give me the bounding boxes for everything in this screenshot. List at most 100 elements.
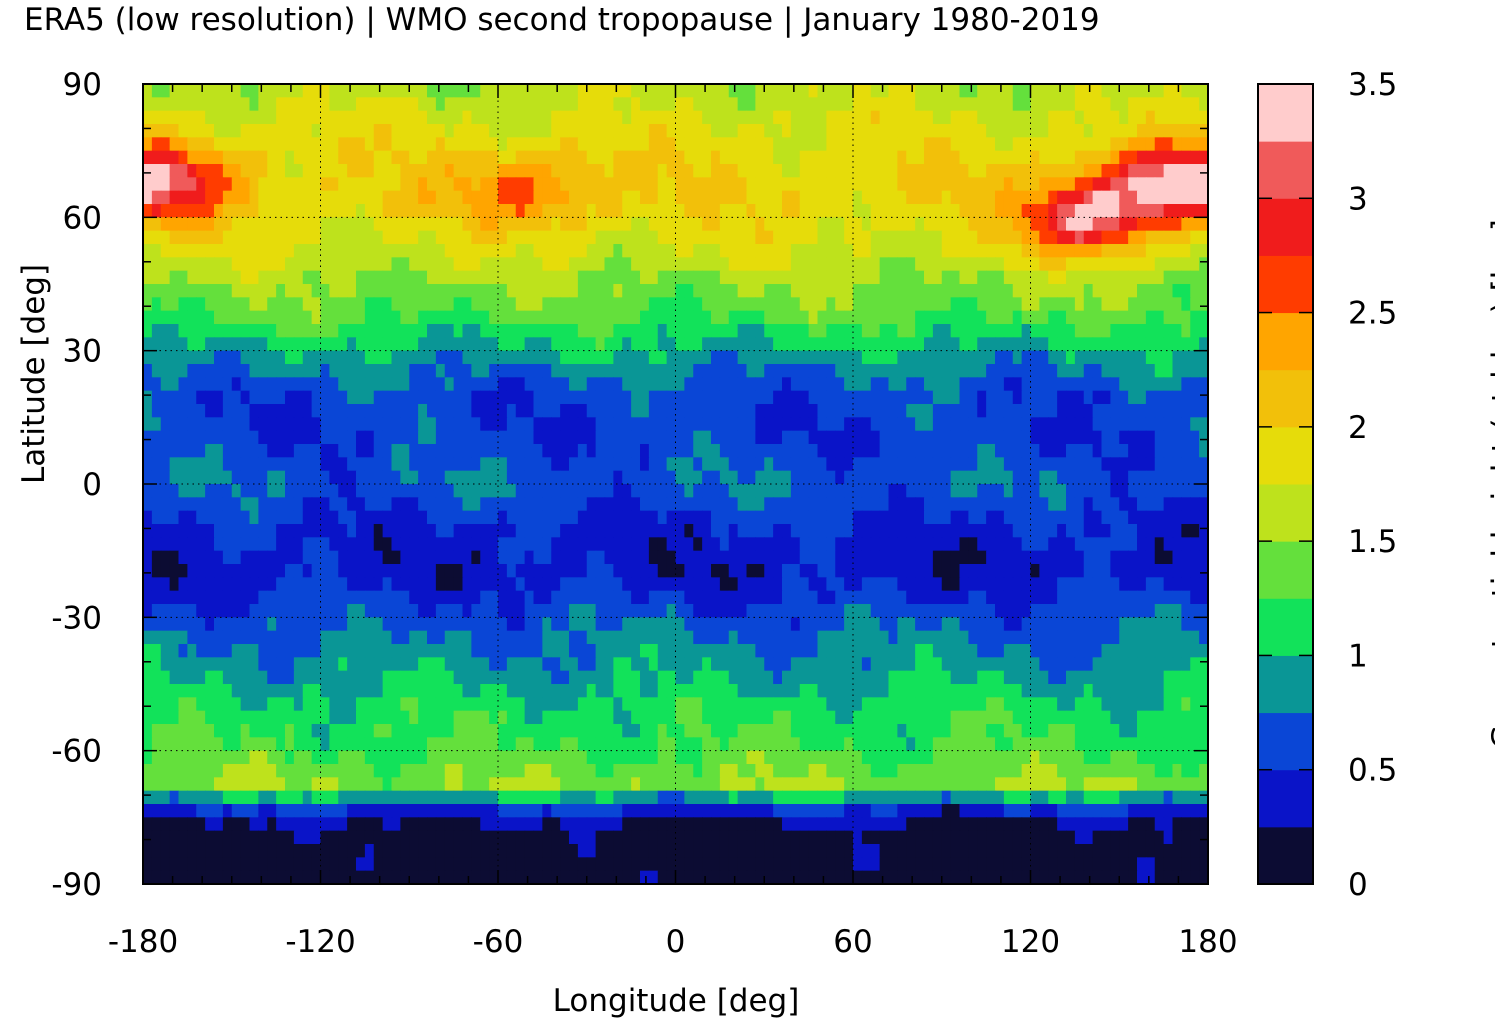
heatmap-cell xyxy=(560,484,570,498)
heatmap-cell xyxy=(196,484,206,498)
heatmap-cell xyxy=(844,537,854,552)
heatmap-cell xyxy=(755,324,765,338)
heatmap-cell xyxy=(364,364,375,378)
heatmap-cell xyxy=(764,257,774,272)
heatmap-cell xyxy=(364,630,375,645)
heatmap-cell xyxy=(1145,550,1156,565)
heatmap-cell xyxy=(1083,190,1094,205)
heatmap-cell xyxy=(684,124,694,138)
heatmap-cell xyxy=(799,630,810,645)
heatmap-cell xyxy=(506,217,517,232)
heatmap-cell xyxy=(817,217,827,232)
heatmap-cell xyxy=(959,337,969,352)
heatmap-cell xyxy=(373,110,384,125)
heatmap-cell xyxy=(595,230,606,245)
heatmap-cell xyxy=(586,364,597,378)
heatmap-cell xyxy=(977,550,987,565)
heatmap-cell xyxy=(782,510,792,525)
heatmap-cell xyxy=(728,417,739,432)
heatmap-cell xyxy=(1119,497,1129,512)
heatmap-cell xyxy=(1199,310,1209,325)
heatmap-cell xyxy=(382,510,393,525)
heatmap-cell xyxy=(205,310,215,325)
heatmap-cell xyxy=(844,84,854,98)
heatmap-cell xyxy=(382,164,393,178)
heatmap-cell xyxy=(648,337,659,352)
heatmap-cell xyxy=(737,310,748,325)
heatmap-cell xyxy=(977,457,987,472)
heatmap-cell xyxy=(950,430,961,445)
heatmap-cell xyxy=(382,150,393,165)
heatmap-cell xyxy=(826,484,836,498)
heatmap-cell xyxy=(986,137,996,152)
heatmap-cell xyxy=(950,257,961,272)
heatmap-cell xyxy=(542,470,552,485)
heatmap-cell xyxy=(356,217,366,232)
heatmap-cell xyxy=(870,284,881,298)
heatmap-cell xyxy=(595,404,606,418)
heatmap-cell xyxy=(160,364,171,378)
heatmap-cell xyxy=(666,390,677,405)
heatmap-cell xyxy=(826,564,836,578)
heatmap-cell xyxy=(533,404,543,418)
heatmap-cell xyxy=(480,404,490,418)
heatmap-cell xyxy=(613,630,623,645)
heatmap-cell xyxy=(1066,297,1076,312)
heatmap-cell xyxy=(444,444,455,458)
heatmap-cell xyxy=(560,617,570,632)
heatmap-cell xyxy=(861,417,872,432)
heatmap-cell xyxy=(932,204,943,218)
heatmap-cell xyxy=(1110,617,1120,632)
heatmap-cell xyxy=(462,484,472,498)
heatmap-cell xyxy=(835,297,845,312)
heatmap-cell xyxy=(826,137,836,152)
heatmap-cell xyxy=(861,124,872,138)
heatmap-cell xyxy=(622,97,632,112)
heatmap-cell xyxy=(675,537,685,552)
heatmap-cell xyxy=(888,244,898,258)
heatmap-cell xyxy=(489,204,499,218)
heatmap-cell xyxy=(622,230,632,245)
heatmap-cell xyxy=(498,524,508,538)
heatmap-cell xyxy=(1190,110,1200,125)
heatmap-cell xyxy=(711,550,721,565)
heatmap-cell xyxy=(302,97,313,112)
heatmap-cell xyxy=(675,257,685,272)
heatmap-cell xyxy=(293,284,304,298)
heatmap-cell xyxy=(728,110,739,125)
heatmap-cell xyxy=(1154,364,1165,378)
heatmap-cell xyxy=(1163,524,1174,538)
heatmap-cell xyxy=(995,577,1005,592)
heatmap-cell xyxy=(400,297,410,312)
heatmap-cell xyxy=(560,404,570,418)
heatmap-cell xyxy=(746,630,756,645)
heatmap-cell xyxy=(409,137,419,152)
heatmap-cell xyxy=(861,164,872,178)
heatmap-cell xyxy=(214,110,224,125)
heatmap-cell xyxy=(560,297,570,312)
heatmap-cell xyxy=(1145,457,1156,472)
heatmap-cell xyxy=(959,564,969,578)
heatmap-cell xyxy=(542,310,552,325)
heatmap-cell xyxy=(151,510,162,525)
heatmap-cell xyxy=(1181,444,1191,458)
heatmap-cell xyxy=(640,257,650,272)
heatmap-cell xyxy=(231,84,242,98)
heatmap-cell xyxy=(249,390,259,405)
heatmap-cell xyxy=(648,217,659,232)
heatmap-cell xyxy=(995,550,1005,565)
heatmap-cell xyxy=(320,124,330,138)
heatmap-cell xyxy=(524,577,535,592)
heatmap-cell xyxy=(941,310,952,325)
heatmap-cell xyxy=(684,230,694,245)
heatmap-cell xyxy=(462,630,472,645)
heatmap-cell xyxy=(231,484,242,498)
heatmap-cell xyxy=(764,244,774,258)
heatmap-cell xyxy=(1012,364,1023,378)
heatmap-cell xyxy=(1154,484,1165,498)
heatmap-cell xyxy=(169,430,180,445)
heatmap-cell xyxy=(453,124,464,138)
heatmap-cell xyxy=(675,124,685,138)
heatmap-cell xyxy=(719,617,730,632)
heatmap-cell xyxy=(453,324,464,338)
